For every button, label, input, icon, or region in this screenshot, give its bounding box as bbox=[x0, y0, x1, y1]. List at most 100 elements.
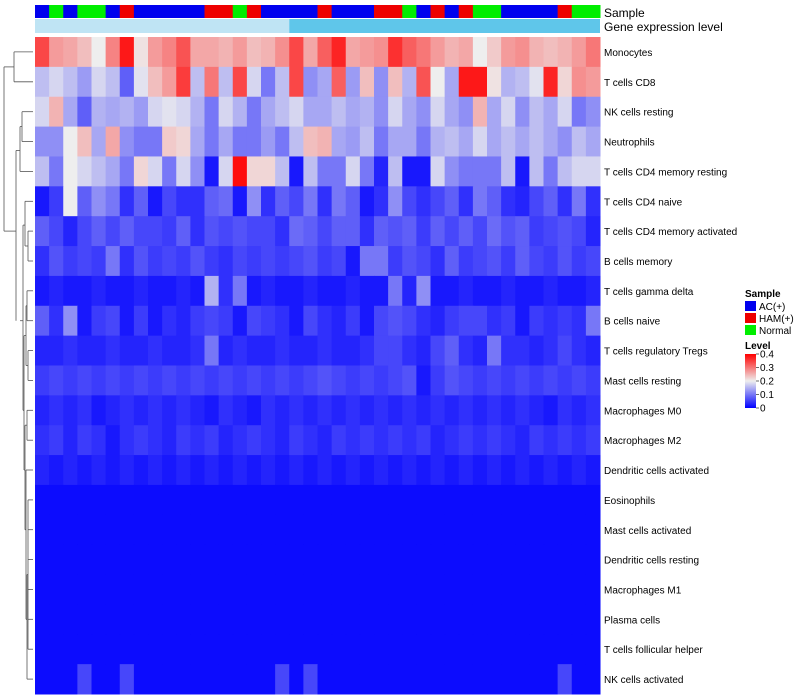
heatmap-cell bbox=[458, 126, 474, 157]
heatmap-cell bbox=[303, 634, 319, 665]
heatmap-cell bbox=[585, 395, 601, 426]
sample-annotation-cell bbox=[162, 5, 177, 18]
heatmap-cell bbox=[402, 335, 417, 366]
heatmap-cell bbox=[119, 66, 135, 98]
heatmap-cell bbox=[105, 365, 121, 396]
heatmap-cell bbox=[303, 425, 319, 456]
heatmap-cell bbox=[331, 305, 347, 337]
heatmap-cell bbox=[162, 365, 177, 396]
heatmap-cell bbox=[232, 664, 248, 695]
heatmap-cell bbox=[77, 514, 93, 546]
heatmap-cell bbox=[261, 484, 276, 516]
heatmap-cell bbox=[261, 604, 276, 635]
heatmap-cell bbox=[444, 96, 460, 128]
heatmap-cell bbox=[515, 455, 530, 486]
heatmap-cell bbox=[77, 634, 93, 665]
heatmap-cell bbox=[275, 335, 290, 366]
heatmap-cell bbox=[416, 604, 432, 635]
sample-annotation-cell bbox=[501, 5, 516, 18]
sample-annotation-cell bbox=[472, 5, 488, 18]
heatmap-cell bbox=[331, 634, 347, 665]
heatmap-cell bbox=[261, 126, 276, 157]
heatmap-cell bbox=[430, 275, 446, 307]
heatmap-cell bbox=[275, 126, 290, 157]
heatmap-cell bbox=[585, 514, 601, 546]
heatmap-cell bbox=[275, 604, 290, 635]
heatmap-cell bbox=[359, 37, 375, 68]
heatmap-cell bbox=[317, 425, 333, 456]
heatmap-cell bbox=[571, 335, 587, 366]
heatmap-cell bbox=[571, 66, 587, 98]
heatmap-cell bbox=[261, 305, 276, 337]
heatmap-cell bbox=[49, 335, 64, 366]
heatmap-cell bbox=[148, 335, 163, 366]
legend-label-normal: Normal bbox=[759, 326, 791, 337]
heatmap-cell bbox=[543, 246, 559, 277]
heatmap-cell bbox=[275, 484, 290, 516]
heatmap-cell bbox=[77, 664, 93, 695]
heatmap-cell bbox=[557, 96, 573, 128]
heatmap-cell bbox=[472, 604, 488, 635]
heatmap-cell bbox=[119, 455, 135, 486]
column-annotation-bars bbox=[35, 5, 601, 33]
heatmap-cell bbox=[176, 37, 191, 68]
heatmap-cell bbox=[261, 96, 276, 128]
heatmap-cell bbox=[275, 634, 290, 665]
heatmap-cell bbox=[91, 514, 107, 546]
heatmap-cell bbox=[374, 634, 389, 665]
heatmap-cell bbox=[218, 514, 234, 546]
heatmap-cell bbox=[501, 604, 516, 635]
heatmap-cell bbox=[458, 604, 474, 635]
heatmap-cell bbox=[133, 574, 149, 605]
heatmap-cell bbox=[444, 395, 460, 426]
heatmap-cell bbox=[529, 216, 545, 247]
heatmap-cell bbox=[176, 484, 191, 516]
heatmap-cell bbox=[49, 484, 64, 516]
heatmap-cell bbox=[63, 455, 78, 486]
heatmap-cell bbox=[246, 425, 262, 456]
heatmap-cell bbox=[119, 305, 135, 337]
heatmap-cell bbox=[515, 664, 530, 695]
heatmap-cell bbox=[472, 305, 488, 337]
heatmap-cell bbox=[261, 544, 276, 576]
heatmap-cell bbox=[359, 365, 375, 396]
sample-annotation-cell bbox=[402, 5, 417, 18]
heatmap-cell bbox=[35, 365, 50, 396]
heatmap-cell bbox=[331, 455, 347, 486]
heatmap-cell bbox=[232, 156, 248, 187]
heatmap-cell bbox=[345, 365, 361, 396]
heatmap-cell bbox=[49, 664, 64, 695]
heatmap-cell bbox=[35, 544, 50, 576]
heatmap-cell bbox=[317, 66, 333, 98]
heatmap-cell bbox=[148, 96, 163, 128]
heatmap-cell bbox=[501, 186, 516, 217]
heatmap-cell bbox=[246, 544, 262, 576]
heatmap-cell bbox=[388, 335, 403, 366]
heatmap-cell bbox=[557, 37, 573, 68]
heatmap-cell bbox=[49, 365, 64, 396]
heatmap-cell bbox=[557, 335, 573, 366]
heatmap-cell bbox=[133, 484, 149, 516]
heatmap-cell bbox=[543, 66, 559, 98]
heatmap-cell bbox=[63, 425, 78, 456]
heatmap-cell bbox=[345, 395, 361, 426]
heatmap-cell bbox=[218, 186, 234, 217]
heatmap-cell bbox=[218, 275, 234, 307]
heatmap-cell bbox=[501, 514, 516, 546]
heatmap-cell bbox=[585, 455, 601, 486]
heatmap-cell bbox=[218, 365, 234, 396]
heatmap-cell bbox=[35, 664, 50, 695]
row-label: Plasma cells bbox=[604, 615, 660, 626]
heatmap-cell bbox=[472, 395, 488, 426]
heatmap-cell bbox=[105, 216, 121, 247]
heatmap-cell bbox=[458, 216, 474, 247]
heatmap-cell bbox=[388, 305, 403, 337]
heatmap-cell bbox=[63, 544, 78, 576]
heatmap-cell bbox=[487, 455, 502, 486]
heatmap-cell bbox=[133, 216, 149, 247]
sample-annotation-cell bbox=[232, 5, 248, 18]
heatmap-cell bbox=[218, 126, 234, 157]
heatmap-cell bbox=[359, 574, 375, 605]
heatmap-cell bbox=[444, 37, 460, 68]
legend-level-tick-label: 0.4 bbox=[760, 350, 774, 361]
